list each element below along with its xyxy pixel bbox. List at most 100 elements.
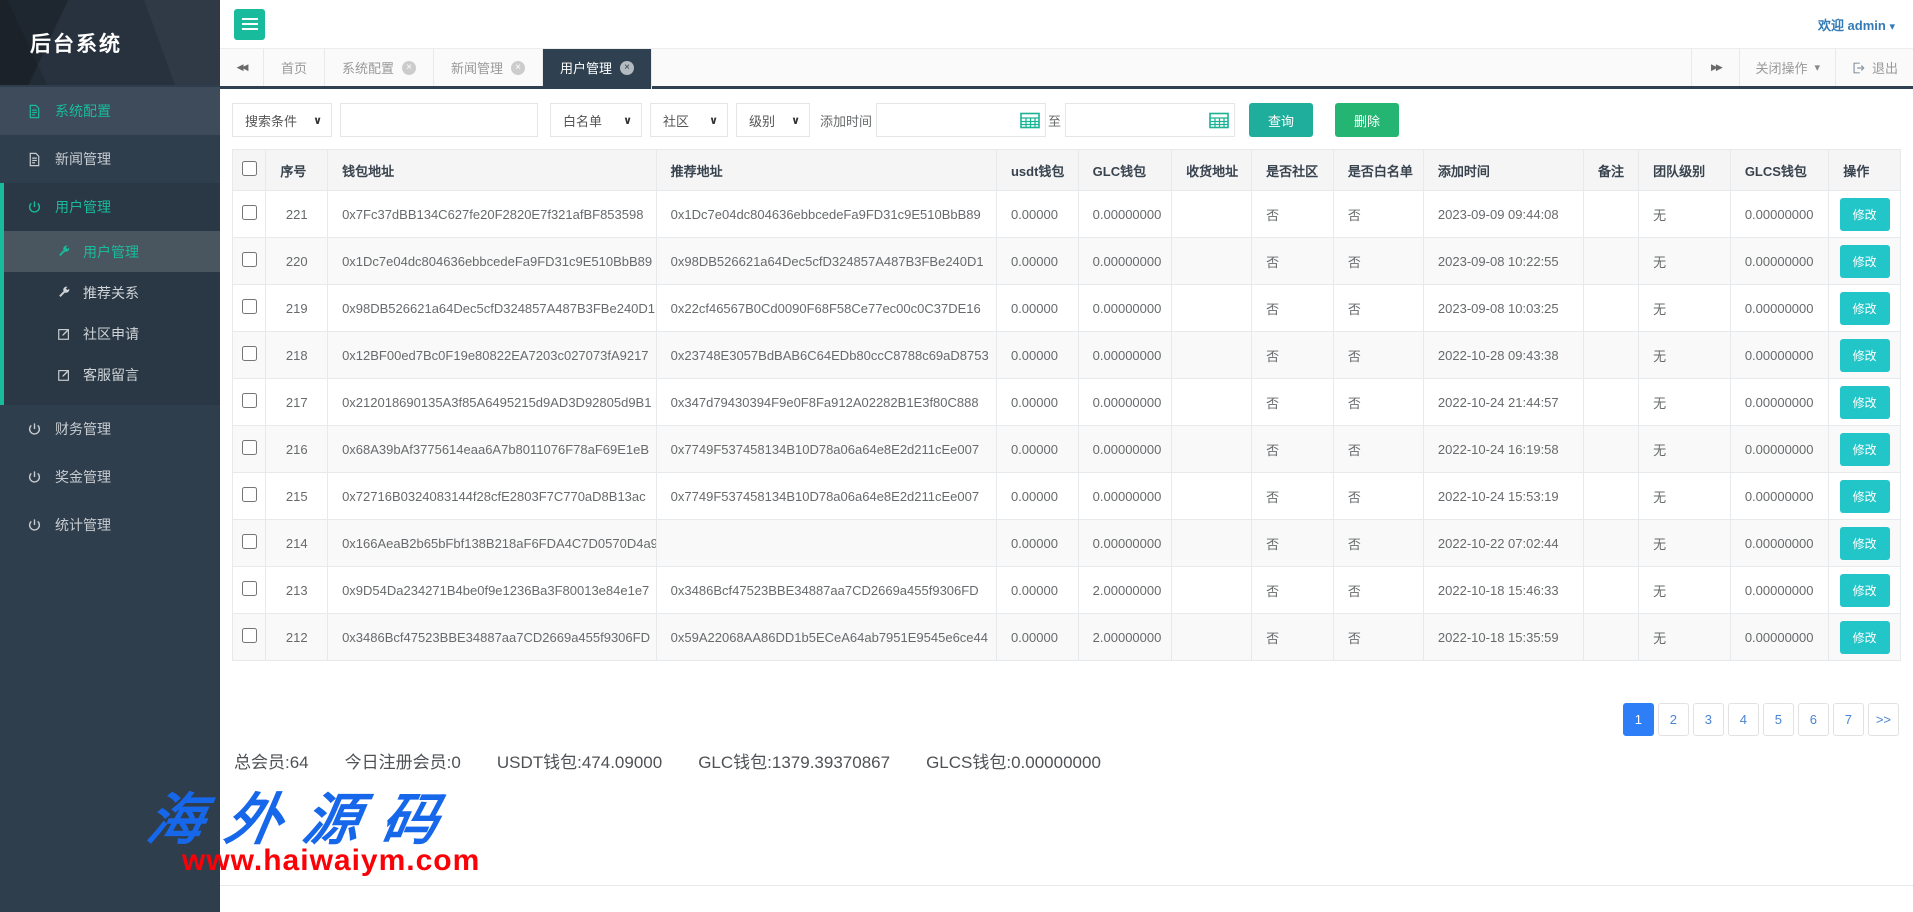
sidebar-subitem-user-management[interactable]: 用户管理	[4, 231, 220, 272]
row-checkbox[interactable]	[241, 346, 257, 361]
date-from-input[interactable]	[877, 105, 1018, 135]
sidebar-item-label: 新闻管理	[55, 151, 111, 167]
cell-usdt-wallet: 0.00000	[995, 519, 1079, 567]
select-all-checkbox[interactable]	[241, 161, 257, 176]
calendar-icon[interactable]	[1209, 112, 1229, 132]
close-icon[interactable]: ×	[620, 60, 635, 75]
page-link[interactable]: 2	[1657, 703, 1689, 736]
close-operations-dropdown[interactable]: 关闭操作 ▾	[1739, 49, 1835, 86]
cell-referrer-address	[655, 519, 997, 567]
page-link[interactable]: 5	[1762, 703, 1794, 736]
page-item: 7	[1829, 703, 1864, 736]
modify-button[interactable]: 修改	[1839, 197, 1890, 231]
cell-delivery-address	[1171, 613, 1253, 661]
sidebar-item-user-management[interactable]: 用户管理	[4, 183, 220, 231]
row-checkbox[interactable]	[241, 534, 257, 549]
user-menu[interactable]: 欢迎 admin ▾	[1818, 15, 1895, 34]
sidebar-toggle-button[interactable]	[234, 8, 265, 40]
sidebar-subitem-community-apply[interactable]: 社区申请	[4, 313, 220, 354]
cell-glcs-wallet: 0.00000000	[1729, 566, 1830, 614]
page-link[interactable]: >>	[1867, 703, 1899, 736]
tabs-scroll-left-button[interactable]: ◀◀	[220, 49, 264, 86]
row-checkbox[interactable]	[241, 205, 257, 220]
cell-remark	[1583, 331, 1640, 379]
row-checkbox[interactable]	[241, 252, 257, 267]
page-link[interactable]: 4	[1727, 703, 1759, 736]
cell-wallet-address: 0x72716B0324083144f28cfE2803F7C770aD8B13…	[327, 472, 657, 520]
cell-id: 215	[265, 472, 329, 520]
cell-is-whitelist: 否	[1332, 472, 1424, 520]
keyword-input[interactable]	[340, 103, 538, 137]
row-checkbox[interactable]	[241, 487, 257, 502]
sidebar-item-bonus[interactable]: 奖金管理	[0, 453, 220, 501]
query-button[interactable]: 查询	[1249, 103, 1314, 137]
cell-is-community: 否	[1251, 284, 1334, 332]
modify-button[interactable]: 修改	[1839, 244, 1890, 278]
cell-add-time: 2022-10-24 21:44:57	[1422, 378, 1585, 426]
sidebar-subitem-referral[interactable]: 推荐关系	[4, 272, 220, 313]
date-to-input[interactable]	[1066, 105, 1207, 135]
modify-button[interactable]: 修改	[1839, 432, 1890, 466]
modify-button[interactable]: 修改	[1839, 385, 1890, 419]
modify-button[interactable]: 修改	[1839, 291, 1890, 325]
logout-button[interactable]: 退出	[1834, 49, 1913, 86]
cell-usdt-wallet: 0.00000	[995, 378, 1079, 426]
modify-button[interactable]: 修改	[1839, 479, 1890, 513]
row-checkbox[interactable]	[241, 628, 257, 643]
column-header: GLCS钱包	[1729, 149, 1830, 191]
tab-news[interactable]: 新闻管理 ×	[434, 49, 544, 86]
cell-add-time: 2022-10-18 15:46:33	[1422, 566, 1585, 614]
community-select[interactable]: 社区 ∨	[650, 103, 728, 137]
hamburger-icon	[241, 18, 258, 30]
cell-is-whitelist: 否	[1332, 378, 1424, 426]
close-icon[interactable]: ×	[511, 60, 526, 75]
modify-button[interactable]: 修改	[1839, 526, 1890, 560]
cell-id: 212	[265, 613, 329, 661]
cell-wallet-address: 0x3486Bcf47523BBE34887aa7CD2669a455f9306…	[327, 613, 657, 661]
sidebar-subitem-service-messages[interactable]: 客服留言	[4, 354, 220, 395]
welcome-text: 欢迎 admin	[1817, 17, 1886, 33]
level-select[interactable]: 级别 ∨	[736, 103, 810, 137]
row-checkbox[interactable]	[241, 440, 257, 455]
tab-home[interactable]: 首页	[264, 49, 326, 86]
table-row: 219 0x98DB526621a64Dec5cfD324857A487B3FB…	[231, 284, 1901, 332]
cell-delivery-address	[1171, 519, 1253, 567]
column-header: 添加时间	[1422, 149, 1585, 191]
sidebar: 后台系统 系统配置 新闻管理 用户管理 用户管理 推荐关系	[0, 0, 220, 912]
modify-button[interactable]: 修改	[1839, 573, 1890, 607]
sidebar-item-statistics[interactable]: 统计管理	[0, 501, 220, 549]
users-table: 序号 钱包地址 推荐地址 usdt钱包 GLC钱包 收货地址 是否社区 是否白名单 添加时间 备注…	[231, 149, 1901, 661]
cell-wallet-address: 0x212018690135A3f85A6495215d9AD3D92805d9…	[327, 378, 657, 426]
modify-button[interactable]: 修改	[1839, 338, 1890, 372]
table-row: 215 0x72716B0324083144f28cfE2803F7C770aD…	[231, 472, 1901, 520]
column-header: 收货地址	[1171, 149, 1253, 191]
close-icon[interactable]: ×	[402, 60, 417, 75]
cell-is-whitelist: 否	[1332, 613, 1424, 661]
sidebar-item-system-config[interactable]: 系统配置	[0, 87, 220, 135]
delete-button[interactable]: 删除	[1335, 103, 1400, 137]
caret-down-icon: ▾	[1814, 62, 1820, 74]
table-row: 213 0x9D54Da234271B4be0f9e1236Ba3F80013e…	[231, 566, 1901, 614]
row-checkbox[interactable]	[241, 393, 257, 408]
sidebar-item-finance[interactable]: 财务管理	[0, 405, 220, 453]
tab-system-config[interactable]: 系统配置 ×	[325, 49, 435, 86]
cell-remark	[1583, 284, 1640, 332]
calendar-icon[interactable]	[1020, 112, 1040, 132]
row-checkbox[interactable]	[241, 299, 257, 314]
sidebar-subitem-label: 社区申请	[83, 325, 139, 342]
modify-button[interactable]: 修改	[1839, 620, 1890, 654]
page-link[interactable]: 1	[1622, 703, 1654, 736]
cell-is-community: 否	[1251, 425, 1334, 473]
row-checkbox[interactable]	[241, 581, 257, 596]
search-condition-select[interactable]: 搜索条件 ∨	[232, 103, 332, 137]
tab-user-management[interactable]: 用户管理 ×	[543, 49, 653, 89]
edit-icon	[58, 369, 69, 381]
page-link[interactable]: 3	[1692, 703, 1724, 736]
tabs-scroll-right-button[interactable]: ▶▶	[1691, 49, 1739, 86]
sidebar-item-news[interactable]: 新闻管理	[0, 135, 220, 183]
page-link[interactable]: 7	[1832, 703, 1864, 736]
cell-is-community: 否	[1251, 378, 1334, 426]
whitelist-select[interactable]: 白名单 ∨	[550, 103, 642, 137]
page-link[interactable]: 6	[1797, 703, 1829, 736]
cell-remark	[1583, 425, 1640, 473]
